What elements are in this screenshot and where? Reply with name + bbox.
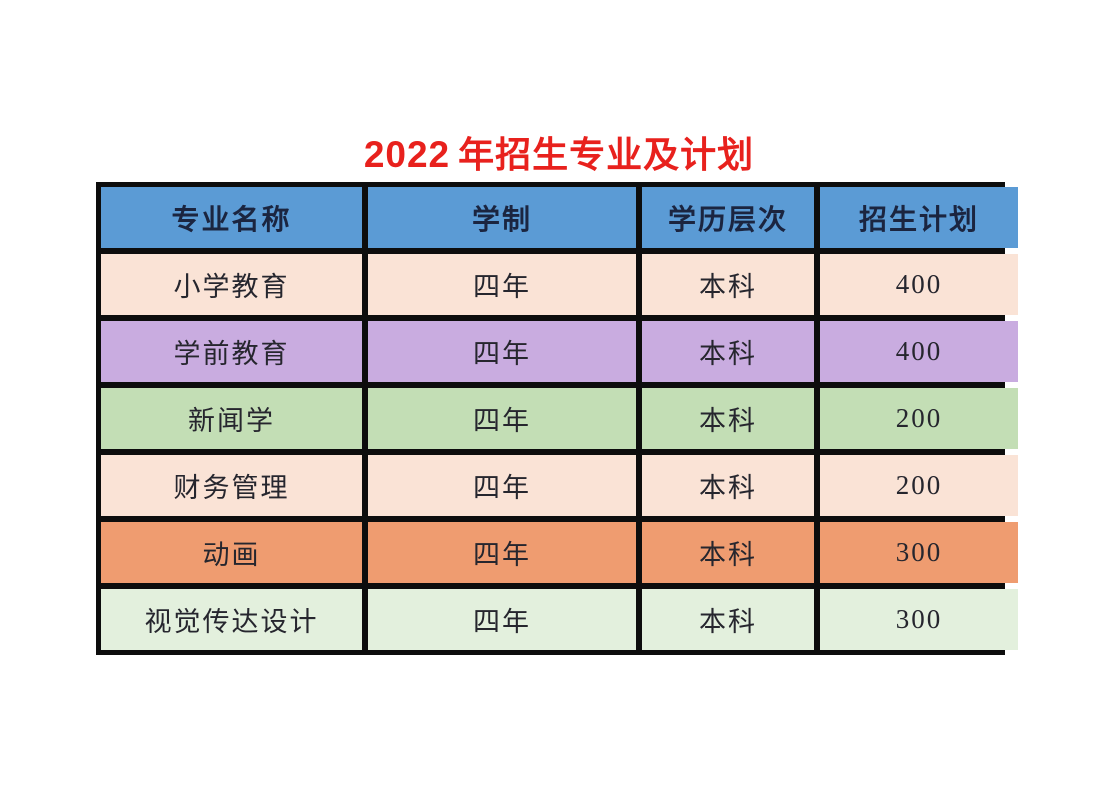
table-cell-degree-level: 本科 — [642, 455, 814, 516]
table-cell-enrollment-plan: 400 — [820, 321, 1018, 382]
table-cell-enrollment-plan: 300 — [820, 589, 1018, 650]
page-title-text: 年招生专业及计划 — [458, 135, 755, 175]
table-cell-major: 财务管理 — [101, 455, 362, 516]
header-cell-duration: 学制 — [368, 187, 636, 248]
table-cell-duration: 四年 — [368, 254, 636, 315]
header-cell-major: 专业名称 — [101, 187, 362, 248]
page-title-year: 2022 — [363, 134, 451, 175]
table-cell-duration: 四年 — [368, 321, 636, 382]
table-cell-duration: 四年 — [368, 455, 636, 516]
table-cell-degree-level: 本科 — [642, 388, 814, 449]
table-cell-degree-level: 本科 — [642, 522, 814, 583]
table-cell-major: 学前教育 — [101, 321, 362, 382]
table-cell-degree-level: 本科 — [642, 254, 814, 315]
page-title: 2022 年招生专业及计划 — [0, 126, 1118, 178]
enrollment-table: 专业名称 学制 学历层次 招生计划 小学教育 四年 本科 400 学前教育 四年… — [96, 182, 1018, 655]
table-cell-major: 视觉传达设计 — [101, 589, 362, 650]
header-cell-enrollment-plan: 招生计划 — [820, 187, 1018, 248]
table-cell-duration: 四年 — [368, 388, 636, 449]
table-cell-duration: 四年 — [368, 589, 636, 650]
header-cell-degree-level: 学历层次 — [642, 187, 814, 248]
table-cell-degree-level: 本科 — [642, 589, 814, 650]
table-cell-enrollment-plan: 200 — [820, 388, 1018, 449]
table-cell-enrollment-plan: 200 — [820, 455, 1018, 516]
table-cell-major: 动画 — [101, 522, 362, 583]
table-cell-major: 新闻学 — [101, 388, 362, 449]
table-cell-enrollment-plan: 300 — [820, 522, 1018, 583]
table-cell-degree-level: 本科 — [642, 321, 814, 382]
table-cell-duration: 四年 — [368, 522, 636, 583]
table-cell-major: 小学教育 — [101, 254, 362, 315]
table-cell-enrollment-plan: 400 — [820, 254, 1018, 315]
